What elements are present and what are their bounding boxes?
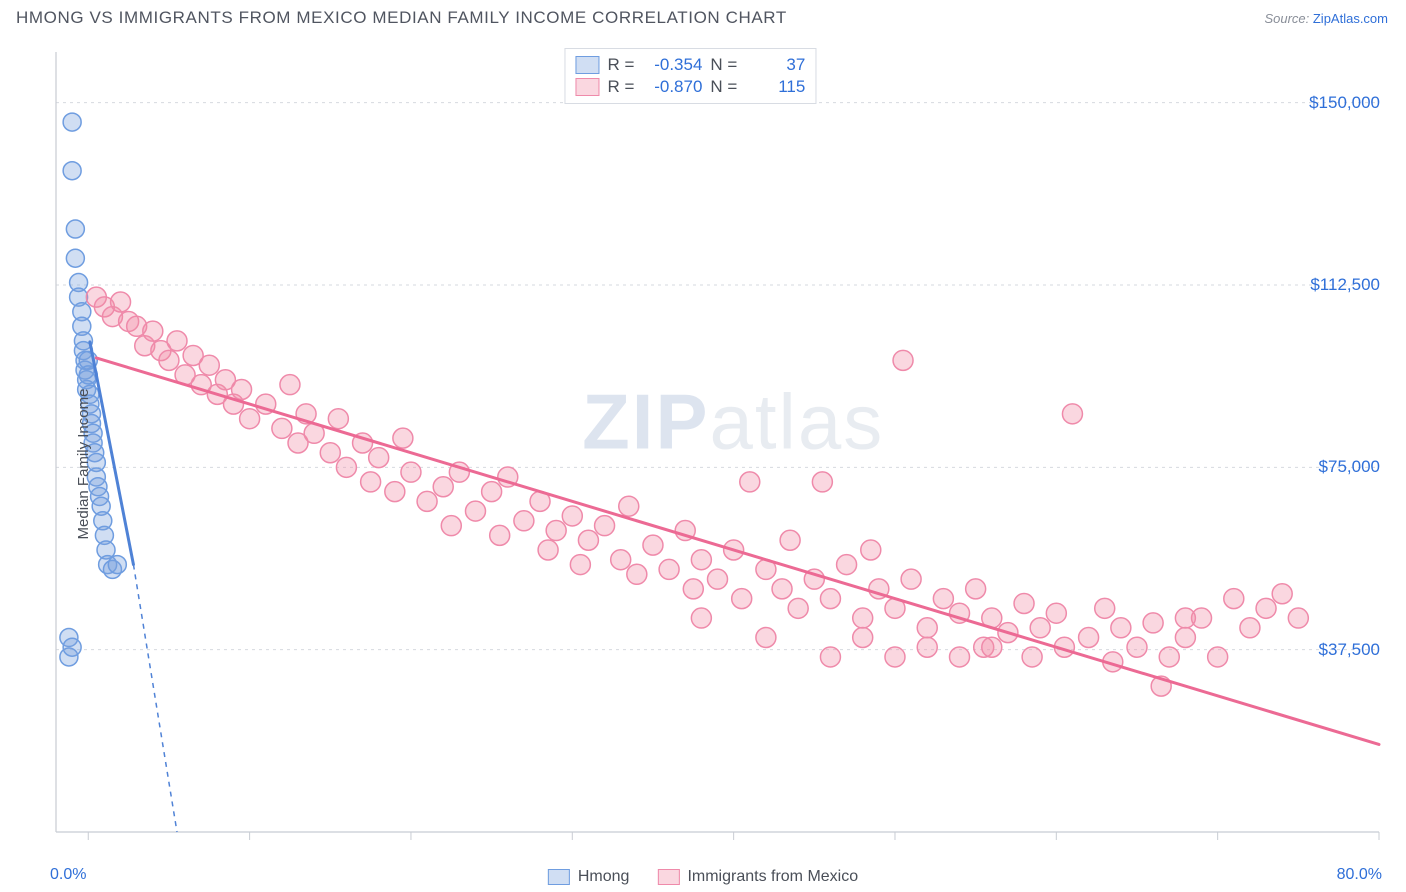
legend-item-hmong: Hmong <box>548 868 630 886</box>
legend-n-label: N = <box>710 77 737 97</box>
legend-series: Hmong Immigrants from Mexico <box>548 868 858 886</box>
legend-swatch-hmong <box>575 56 599 74</box>
legend-n-value-1: 115 <box>745 77 805 97</box>
legend-stats-row-1: R = -0.870 N = 115 <box>575 77 805 97</box>
y-tick-label: $150,000 <box>1309 93 1380 113</box>
legend-swatch-mexico <box>575 78 599 96</box>
legend-stats-row-0: R = -0.354 N = 37 <box>575 55 805 75</box>
legend-swatch-icon <box>657 869 679 885</box>
y-tick-label: $112,500 <box>1310 275 1380 295</box>
chart-title: HMONG VS IMMIGRANTS FROM MEXICO MEDIAN F… <box>16 8 787 28</box>
chart-container: Median Family Income ZIPatlas R = -0.354… <box>14 44 1392 884</box>
legend-r-value-0: -0.354 <box>642 55 702 75</box>
legend-r-label: R = <box>607 77 634 97</box>
x-axis-min-label: 0.0% <box>50 866 86 884</box>
source-prefix: Source: <box>1264 11 1312 26</box>
source-attribution: Source: ZipAtlas.com <box>1264 11 1388 26</box>
y-tick-label: $75,000 <box>1319 457 1380 477</box>
legend-r-value-1: -0.870 <box>642 77 702 97</box>
scatter-chart-svg <box>14 44 1392 884</box>
legend-n-label: N = <box>710 55 737 75</box>
legend-label-hmong: Hmong <box>578 868 630 886</box>
legend-r-label: R = <box>607 55 634 75</box>
legend-n-value-0: 37 <box>745 55 805 75</box>
y-tick-label: $37,500 <box>1319 640 1380 660</box>
title-bar: HMONG VS IMMIGRANTS FROM MEXICO MEDIAN F… <box>0 0 1406 32</box>
source-link[interactable]: ZipAtlas.com <box>1313 11 1388 26</box>
y-axis-label: Median Family Income <box>75 389 92 540</box>
x-axis-max-label: 80.0% <box>1337 866 1382 884</box>
legend-label-mexico: Immigrants from Mexico <box>687 868 858 886</box>
legend-swatch-icon <box>548 869 570 885</box>
legend-item-mexico: Immigrants from Mexico <box>657 868 858 886</box>
legend-stats-box: R = -0.354 N = 37 R = -0.870 N = 115 <box>564 48 816 104</box>
